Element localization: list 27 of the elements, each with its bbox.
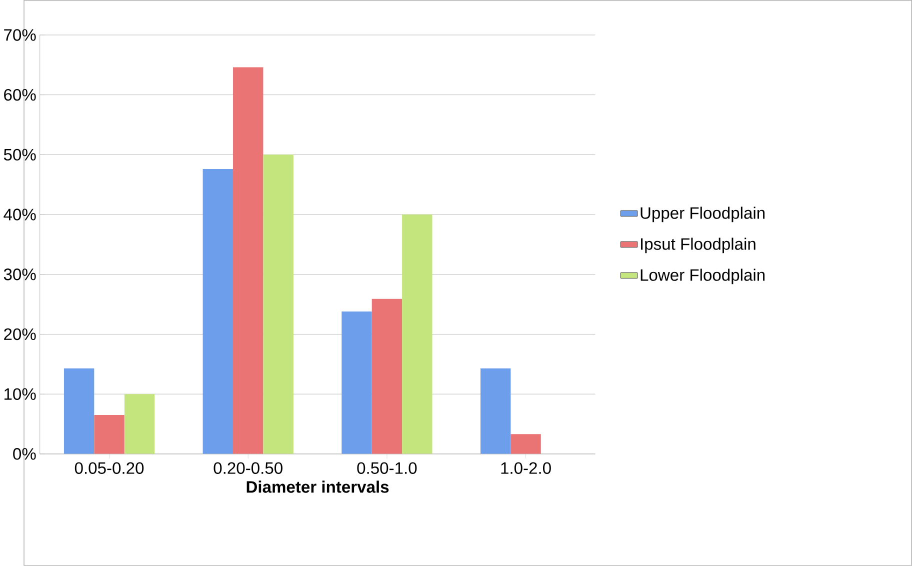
bar xyxy=(372,298,402,454)
legend-label: Ipsut Floodplain xyxy=(641,238,756,254)
y-tick-label: 50% xyxy=(4,148,36,161)
bar xyxy=(402,214,432,454)
bar xyxy=(233,67,264,454)
y-tick-label: 10% xyxy=(4,388,36,400)
bar xyxy=(263,154,294,454)
bar xyxy=(202,169,234,454)
x-tick-label: 0.20-0.50 xyxy=(214,462,282,474)
y-tick-label: 70% xyxy=(4,29,36,41)
bar xyxy=(124,394,155,454)
y-tick-label: 40% xyxy=(4,208,36,220)
x-tick-label: 0.05-0.20 xyxy=(74,462,144,474)
y-tick-label: 30% xyxy=(4,268,36,280)
y-tick-label: 20% xyxy=(4,328,36,340)
legend-label: Lower Floodplain xyxy=(640,268,765,284)
bar xyxy=(94,415,124,454)
x-axis-title: Diameter intervals xyxy=(246,480,389,493)
x-tick-label: 1.0-2.0 xyxy=(501,462,551,474)
x-tick-label: 0.50-1.0 xyxy=(357,462,417,474)
y-tick-label: 0% xyxy=(13,448,36,460)
bar xyxy=(342,312,372,454)
y-tick-label: 60% xyxy=(4,89,36,101)
legend-label: Upper Floodplain xyxy=(640,206,765,222)
bar xyxy=(480,368,511,454)
bar xyxy=(510,434,541,454)
bar xyxy=(64,368,94,454)
